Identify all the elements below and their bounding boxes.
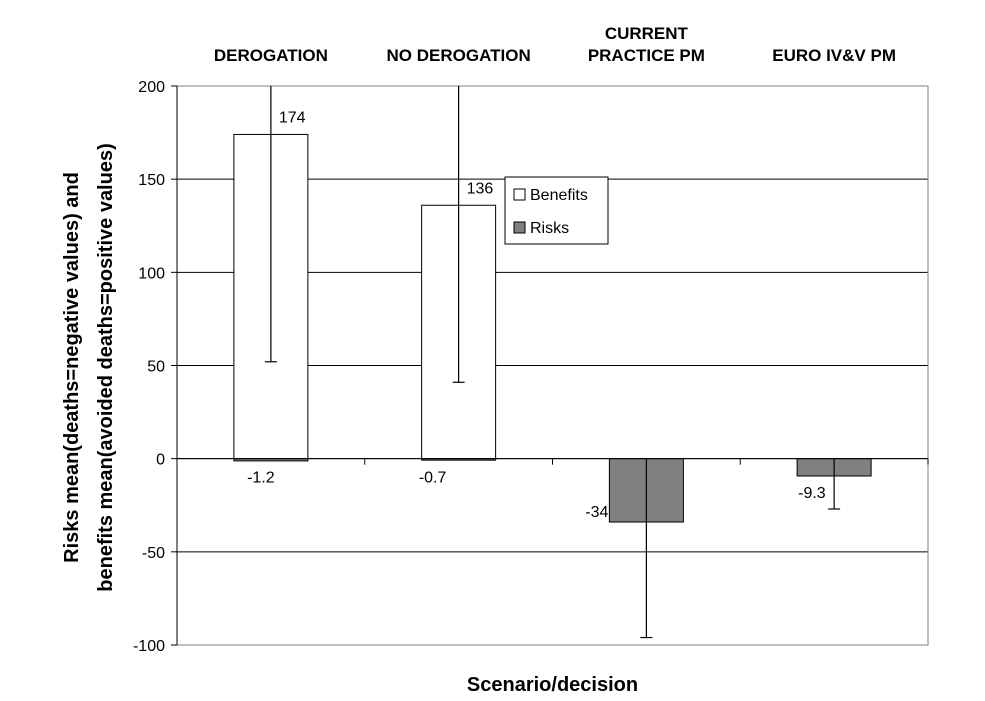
y-axis: -100 -50 0 50 100 150 200: [133, 79, 178, 655]
error-bars: [264, 86, 841, 639]
data-label: -0.7: [419, 470, 447, 487]
scenario-label: EURO IV&V PM: [772, 46, 896, 65]
scenario-label: PRACTICE PM: [588, 46, 705, 65]
data-labels: 174 136 -1.2 -0.7 -34 -9.3: [247, 109, 826, 521]
legend: Benefits Risks: [504, 176, 609, 245]
y-tick-label: 0: [156, 452, 165, 469]
y-axis-title-line-1: Risks mean(deaths=negative values) and: [61, 172, 83, 563]
y-tick-label: -50: [142, 545, 165, 562]
y-tick-label: -100: [133, 638, 165, 655]
data-label: 136: [467, 180, 494, 197]
y-tick-label: 100: [138, 265, 165, 282]
y-tick-label: 200: [138, 79, 165, 96]
legend-swatch-risks: [513, 221, 526, 234]
y-axis-title-line-2: benefits mean(avoided deaths=positive va…: [95, 143, 117, 591]
legend-label-risks: Risks: [530, 220, 569, 237]
scenario-labels: DEROGATION NO DEROGATION CURRENT PRACTICE P…: [214, 24, 896, 65]
x-axis-title: Scenario/decision: [467, 674, 638, 696]
y-tick-label: 150: [138, 172, 165, 189]
x-axis: [176, 458, 929, 465]
y-axis-title: Risks mean(deaths=negative values) and b…: [61, 143, 117, 591]
legend-swatch-benefits: [513, 188, 526, 201]
legend-label-benefits: Benefits: [530, 187, 588, 204]
scenario-label: NO DEROGATION: [387, 46, 531, 65]
data-label: -1.2: [247, 470, 275, 487]
data-label: -34: [585, 504, 608, 521]
data-label: -9.3: [798, 485, 826, 502]
y-tick-label: 50: [147, 359, 165, 376]
scenario-label: CURRENT: [605, 24, 689, 43]
scenario-label: DEROGATION: [214, 46, 328, 65]
data-label: 174: [279, 109, 306, 126]
